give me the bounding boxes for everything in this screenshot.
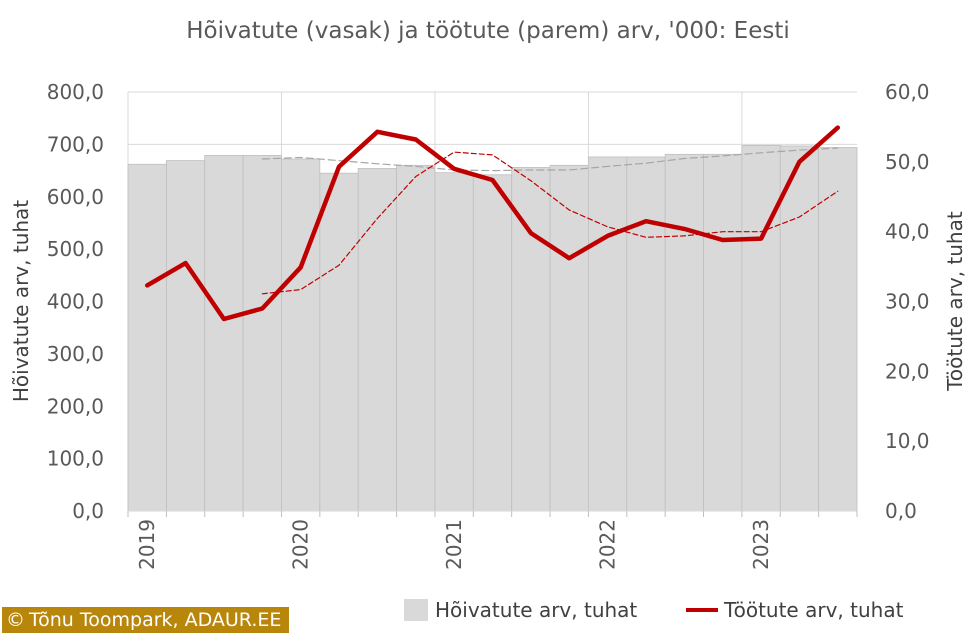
y-right-axis-title: Töötute arv, tuhat	[943, 211, 967, 392]
bar	[357, 168, 397, 512]
bar	[703, 153, 743, 512]
y-left-tick-label: 300,0	[47, 342, 104, 366]
bar	[319, 172, 359, 512]
chart-title: Hõivatute (vasak) ja töötute (parem) arv…	[186, 18, 790, 44]
y-left-axis-title: Hõivatute arv, tuhat	[9, 200, 33, 402]
y-left-tick-label: 500,0	[47, 237, 104, 261]
x-tick-label: 2019	[135, 519, 159, 570]
y-right-tick-label: 60,0	[885, 80, 930, 104]
bar	[127, 163, 167, 512]
y-left-tick-label: 700,0	[47, 132, 104, 156]
x-tick-label: 2021	[442, 519, 466, 570]
bar	[396, 164, 436, 512]
y-left-tick-label: 800,0	[47, 80, 104, 104]
y-left-tick-label: 0,0	[72, 499, 104, 523]
bar	[511, 167, 551, 512]
bar	[741, 145, 781, 512]
credit-text: Tõnu Toompark, ADAUR.EE	[29, 609, 282, 631]
bar	[472, 174, 513, 512]
bar	[281, 158, 321, 512]
bar	[588, 156, 628, 512]
bar	[434, 172, 474, 512]
y-right-tick-label: 50,0	[885, 150, 930, 174]
unemployed-line	[144, 125, 841, 322]
y-left-tick-label: 100,0	[47, 447, 104, 471]
legend-label-unemployed: Töötute arv, tuhat	[723, 598, 904, 622]
credit-badge: © Tõnu Toompark, ADAUR.EE	[2, 607, 290, 633]
legend: Hõivatute arv, tuhat Töötute arv, tuhat	[404, 598, 904, 622]
y-right-tick-label: 40,0	[885, 220, 930, 244]
y-left-tick-label: 200,0	[47, 394, 104, 418]
bar	[242, 154, 282, 512]
moving-average-unemployed-line	[261, 151, 839, 295]
bar	[818, 147, 858, 512]
legend-label-employed: Hõivatute arv, tuhat	[435, 598, 637, 622]
bar	[165, 160, 206, 512]
y-right-tick-label: 20,0	[885, 359, 930, 383]
bar	[549, 164, 589, 512]
y-right-tick-label: 30,0	[885, 290, 930, 314]
bar	[626, 156, 666, 512]
y-left-tick-label: 600,0	[47, 185, 104, 209]
x-tick-label: 2023	[749, 519, 773, 570]
x-tick-label: 2020	[289, 519, 313, 570]
y-right-tick-label: 10,0	[885, 429, 930, 453]
x-tick-label: 2022	[596, 519, 620, 570]
y-left-tick-label: 400,0	[47, 290, 104, 314]
legend-swatch-bar	[404, 599, 428, 621]
bar	[204, 154, 244, 512]
copyright-icon: ©	[6, 609, 25, 631]
bar	[779, 145, 820, 512]
moving-average-employed-line	[261, 147, 839, 172]
y-right-tick-label: 0,0	[885, 499, 917, 523]
plot-area: 0,0 100,0 200,0 300,0 400,0 500,0 600,0 700,0 80…	[9, 80, 967, 570]
bar	[664, 153, 704, 512]
